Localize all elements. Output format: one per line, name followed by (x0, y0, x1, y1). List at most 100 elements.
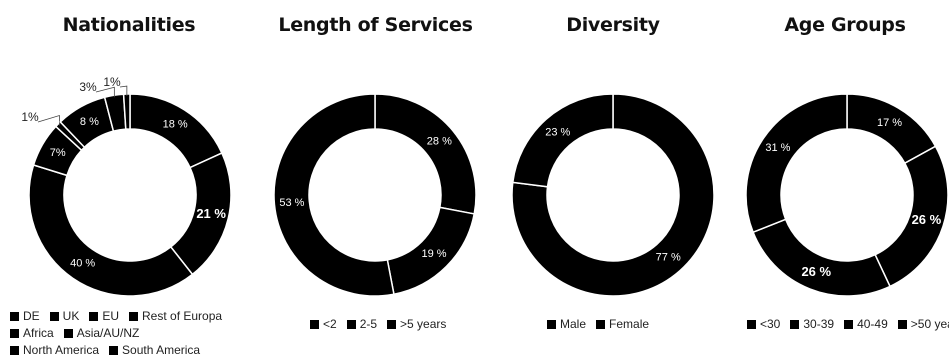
legend-swatch (129, 312, 139, 321)
legend-label: EU (102, 309, 120, 323)
legend-item-eu: EU (89, 308, 119, 325)
legend-swatch (109, 346, 119, 355)
chart-age-groups: Age Groups 17 % 26 % 26 % 31 % <30 30-39 40-4… (741, 0, 949, 361)
legend-item-50-years: >50 years (897, 316, 949, 333)
legend-swatch (346, 320, 356, 329)
legend-swatch (547, 320, 556, 329)
legend-item-40-49: 40-49 (844, 316, 888, 333)
slice-de (129, 93, 223, 169)
slice-label-50-years: 31 % (765, 142, 790, 154)
slice-south-america (122, 93, 131, 130)
legend-item-rest-of-europa: Rest of Europa (129, 308, 222, 325)
slice-label-south-america: 1% (103, 75, 121, 89)
legend-swatch (844, 320, 854, 329)
chart-title: Age Groups (784, 14, 906, 36)
legend-item-2: <2 (310, 316, 337, 333)
legend-row: <2 2-5 >5 years (310, 316, 456, 333)
slice-male (511, 93, 715, 297)
donut-diversity: 77 % 23 % (511, 93, 715, 297)
legend-label: South America (122, 343, 201, 357)
donut-length-of-services: 28 % 19 % 53 % (273, 93, 477, 297)
legend-label: 30-39 (803, 317, 835, 331)
legend-row: Africa Asia/AU/NZ (10, 325, 232, 342)
legend-label: >50 years (910, 317, 949, 331)
legend-diversity: Male Female (547, 316, 659, 333)
chart-diversity: Diversity 77 % 23 % Male Female (503, 0, 723, 361)
legend-label: <2 (323, 317, 337, 331)
legend-swatch (89, 312, 99, 321)
slice-label-africa: 1% (21, 110, 39, 124)
chart-nationalities: Nationalities 18 % 21 % 40 % 7% 1% 8 % 3% 1% DE… (0, 0, 258, 361)
legend-label: Male (560, 317, 587, 331)
slice-label-2: 28 % (427, 136, 452, 148)
legend-label: 40-49 (857, 317, 888, 331)
chart-title: Diversity (566, 14, 660, 36)
slice-female (511, 93, 614, 188)
slice-label-north-america: 3% (79, 80, 97, 94)
legend-swatch (790, 320, 800, 329)
legend-swatch (747, 320, 756, 329)
legend-swatch (10, 346, 19, 355)
legend-item-africa: Africa (10, 325, 54, 342)
legend-item-south-america: South America (109, 342, 200, 359)
legend-label: Africa (23, 326, 54, 340)
slice-50-years (745, 93, 848, 234)
legend-swatch (897, 320, 907, 329)
legend-item-30-39: 30-39 (790, 316, 834, 333)
legend-row: <30 30-39 40-49 >50 years (747, 316, 949, 333)
slice-label-30-39: 26 % (912, 212, 942, 227)
legend-length-of-services: <2 2-5 >5 years (310, 316, 456, 333)
legend-swatch (63, 329, 73, 338)
legend-label: Asia/AU/NZ (76, 326, 140, 340)
chart-title: Nationalities (62, 14, 196, 36)
slice-eu (28, 164, 194, 297)
legend-item-uk: UK (49, 308, 80, 325)
slice-5-years (273, 93, 395, 297)
slice-label-30: 17 % (877, 117, 902, 129)
slice-label-de: 18 % (163, 119, 188, 131)
legend-age-groups: <30 30-39 40-49 >50 years (747, 316, 949, 333)
chart-length-of-services: Length of Services 28 % 19 % 53 % <2 2-5 >5 … (268, 0, 483, 361)
legend-nationalities: DE UK EU Rest of Europa Africa Asia/AU/NZ Nort… (10, 308, 232, 359)
legend-label: Rest of Europa (142, 309, 223, 323)
legend-item-male: Male (547, 316, 586, 333)
legend-item-asia-au-nz: Asia/AU/NZ (63, 325, 140, 342)
legend-label: UK (62, 309, 80, 323)
slice-label-rest-of-europa: 7% (50, 147, 66, 159)
legend-item-female: Female (596, 316, 649, 333)
legend-swatch (310, 320, 319, 329)
legend-item-north-america: North America (10, 342, 99, 359)
legend-label: DE (23, 309, 40, 323)
legend-row: Male Female (547, 316, 659, 333)
legend-swatch (49, 312, 59, 321)
slice-label-male: 77 % (656, 252, 681, 264)
slice-label-female: 23 % (545, 126, 570, 138)
legend-swatch (10, 312, 19, 321)
slice-label-asia-au-nz: 8 % (80, 116, 99, 128)
slice-label-40-49: 26 % (801, 264, 831, 279)
slice-label-5-years: 53 % (279, 197, 304, 209)
leader-line (95, 86, 115, 98)
legend-item-30: <30 (747, 316, 780, 333)
legend-row: DE UK EU Rest of Europa (10, 308, 232, 325)
slice-40-49 (752, 218, 892, 297)
legend-label: North America (23, 343, 100, 357)
legend-label: <30 (760, 317, 781, 331)
slice-label-uk: 21 % (196, 206, 226, 221)
legend-label: 2-5 (359, 317, 378, 331)
slice-label-2-5: 19 % (422, 248, 447, 260)
legend-item-5-years: >5 years (387, 316, 446, 333)
legend-item-2-5: 2-5 (346, 316, 378, 333)
leader-line (119, 85, 128, 97)
legend-label: >5 years (400, 317, 447, 331)
legend-label: Female (609, 317, 650, 331)
donut-nationalities: 18 % 21 % 40 % 7% 1% 8 % 3% 1% (21, 75, 232, 297)
legend-item-de: DE (10, 308, 40, 325)
donut-age-groups: 17 % 26 % 26 % 31 % (745, 93, 949, 297)
legend-row: North America South America (10, 342, 232, 359)
legend-swatch (10, 329, 19, 338)
legend-swatch (387, 320, 397, 329)
chart-title: Length of Services (278, 14, 473, 36)
legend-swatch (596, 320, 606, 329)
leader-line (37, 115, 60, 126)
